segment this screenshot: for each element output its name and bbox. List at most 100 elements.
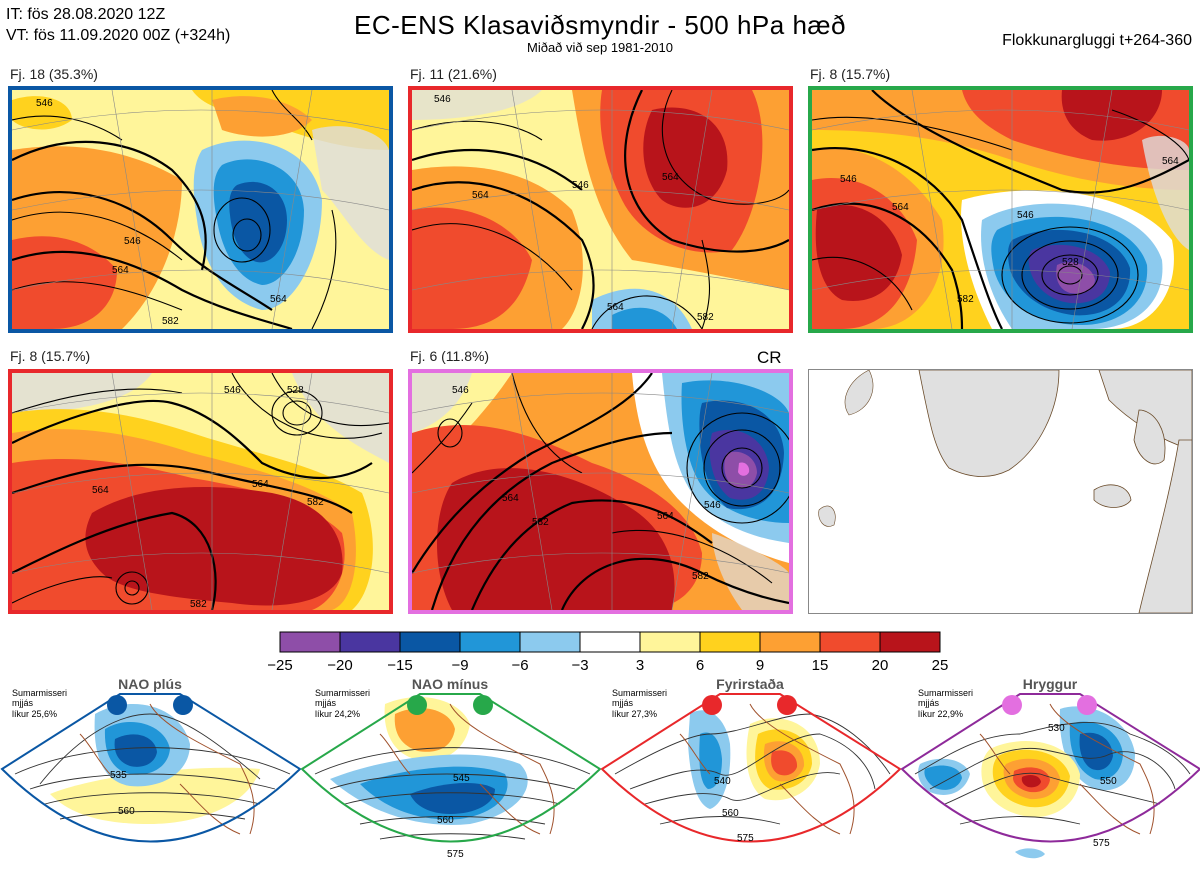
regime-note: Sumarmisseri xyxy=(315,688,370,698)
colorbar-tick-label: −3 xyxy=(571,657,588,674)
regime-nao-minus: NAO mínus Sumarmisseri mjjás líkur 24,2%… xyxy=(300,676,602,860)
contour-label: 575 xyxy=(447,849,464,860)
cluster-map-1: 546 564 546 582 564 xyxy=(12,90,389,329)
colorbar-tick-label: −20 xyxy=(327,657,352,674)
contour-label: 564 xyxy=(252,479,269,490)
regime-note: líkur 25,6% xyxy=(12,709,57,719)
regime-marker xyxy=(107,695,127,715)
contour-label: 528 xyxy=(1062,257,1079,268)
regime-marker xyxy=(702,695,722,715)
contour-label: 582 xyxy=(532,517,549,528)
contour-label: 546 xyxy=(704,500,721,511)
contour-label: 560 xyxy=(722,808,739,819)
cluster-map-5: 546 564 582 564 546 582 xyxy=(412,373,789,610)
regime-note: Sumarmisseri xyxy=(612,688,667,698)
contour-label: 564 xyxy=(472,190,489,201)
contour-label: 582 xyxy=(307,497,324,508)
colorbar-segment xyxy=(879,631,941,653)
colorbar-tick-label: 9 xyxy=(756,657,764,674)
contour-label: 560 xyxy=(118,806,135,817)
contour-label: 530 xyxy=(1048,723,1065,734)
regime-title: NAO plús xyxy=(118,676,182,692)
contour-label: 528 xyxy=(287,385,304,396)
cluster-panel-5: 546 564 582 564 546 582 xyxy=(408,369,793,614)
contour-label: 545 xyxy=(453,773,470,784)
regime-note: mjjás xyxy=(612,698,634,708)
colorbar-tick-label: 15 xyxy=(812,657,829,674)
regime-note: líkur 24,2% xyxy=(315,709,360,719)
contour-label: 564 xyxy=(662,172,679,183)
colorbar-segment xyxy=(339,631,401,653)
contour-label: 546 xyxy=(840,174,857,185)
cluster-map-3: 546 564 546 528 582 564 xyxy=(812,90,1189,329)
contour-label: 564 xyxy=(1162,156,1179,167)
contour-label: 582 xyxy=(190,599,207,610)
regime-marker xyxy=(173,695,193,715)
contour-label: 546 xyxy=(124,236,141,247)
colorbar-segment xyxy=(699,631,761,653)
colorbar: −25 −20 −15 −9 −6 −3 3 6 9 15 20 25 xyxy=(267,631,948,674)
colorbar-tick-label: −25 xyxy=(267,657,292,674)
colorbar-tick-label: −9 xyxy=(451,657,468,674)
colorbar-tick-label: −15 xyxy=(387,657,412,674)
panel-5-label: Fj. 6 (11.8%) xyxy=(410,348,490,364)
base-map-panel xyxy=(808,369,1193,614)
contour-label: 546 xyxy=(1017,210,1034,221)
regime-marker xyxy=(407,695,427,715)
header-info: IT: fös 28.08.2020 12Z VT: fös 11.09.202… xyxy=(6,4,230,46)
colorbar-segment xyxy=(759,631,821,653)
colorbar-segment xyxy=(519,631,581,653)
contour-label: 575 xyxy=(1093,838,1110,849)
contour-label: 540 xyxy=(714,776,731,787)
contour-label: 546 xyxy=(36,98,53,109)
contour-label: 575 xyxy=(737,833,754,844)
contour-label: 564 xyxy=(112,265,129,276)
window-label: Flokkunargluggi t+264-360 xyxy=(1002,32,1192,49)
regime-ridge: Hryggur Sumarmisseri mjjás líkur 22,9% 5… xyxy=(900,676,1200,859)
regime-marker xyxy=(777,695,797,715)
page-subtitle: Miðað við sep 1981-2010 xyxy=(527,40,673,55)
regime-note: mjjás xyxy=(12,698,34,708)
regime-marker xyxy=(473,695,493,715)
contour-label: 535 xyxy=(110,770,127,781)
regime-blocking: Fyrirstaða Sumarmisseri mjjás líkur 27,3… xyxy=(600,676,902,844)
panel-2-label: Fj. 11 (21.6%) xyxy=(410,66,497,82)
contour-label: 560 xyxy=(437,815,454,826)
colorbar-segment xyxy=(639,631,701,653)
colorbar-segments xyxy=(279,631,941,653)
cluster-map-2: 546 564 546 564 564 582 xyxy=(412,90,789,329)
colorbar-segment xyxy=(579,631,641,653)
regime-note: Sumarmisseri xyxy=(918,688,973,698)
regime-note: líkur 27,3% xyxy=(612,709,657,719)
colorbar-segment xyxy=(279,631,341,653)
contour-label: 564 xyxy=(892,202,909,213)
colorbar-ticks: −25 −20 −15 −9 −6 −3 3 6 9 15 20 25 xyxy=(267,657,948,674)
contour-label: 546 xyxy=(434,94,451,105)
panel-4-label: Fj. 8 (15.7%) xyxy=(10,348,91,364)
regime-marker xyxy=(1002,695,1022,715)
colorbar-segment xyxy=(819,631,881,653)
contour-label: 546 xyxy=(452,385,469,396)
contour-label: 550 xyxy=(1100,776,1117,787)
contour-label: 564 xyxy=(270,294,287,305)
regime-panels: NAO plús Sumarmisseri mjjás líkur 25,6% … xyxy=(0,676,1200,860)
cluster-map-4: 546 528 564 582 564 582 xyxy=(12,373,389,610)
contour-label: 564 xyxy=(502,493,519,504)
cluster-panel-1: 546 564 546 582 564 xyxy=(8,86,393,333)
colorbar-tick-label: −6 xyxy=(511,657,528,674)
contour-label: 564 xyxy=(657,511,674,522)
regime-title: NAO mínus xyxy=(412,676,488,692)
contour-label: 582 xyxy=(692,571,709,582)
regime-note: líkur 22,9% xyxy=(918,709,963,719)
contour-label: 546 xyxy=(224,385,241,396)
regime-title: Fyrirstaða xyxy=(716,676,784,692)
regime-nao-plus: NAO plús Sumarmisseri mjjás líkur 25,6% … xyxy=(0,676,302,843)
colorbar-segment xyxy=(399,631,461,653)
colorbar-segment xyxy=(459,631,521,653)
contour-label: 582 xyxy=(162,316,179,327)
cluster-panel-2: 546 564 546 564 564 582 xyxy=(408,86,793,333)
colorbar-tick-label: 20 xyxy=(872,657,889,674)
contour-label: 564 xyxy=(607,302,624,313)
cluster-panel-4: 546 528 564 582 564 582 xyxy=(8,369,393,614)
panel-3-label: Fj. 8 (15.7%) xyxy=(810,66,891,82)
